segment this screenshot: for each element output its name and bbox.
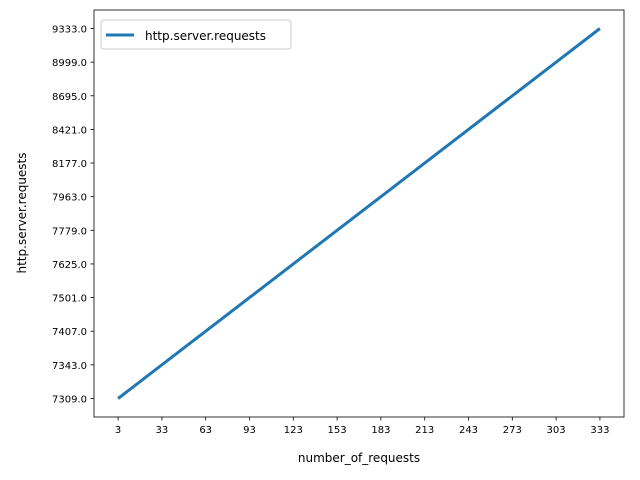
x-tick-label: 183 (371, 425, 390, 436)
y-tick-label: 8421.0 (52, 125, 87, 136)
y-tick-label: 7779.0 (52, 226, 87, 237)
y-axis-ticks: 7309.0 7343.0 7407.0 7501.0 7625.0 7779.0 7963… (52, 25, 94, 406)
x-axis-label: number_of_requests (298, 451, 420, 465)
y-axis-label: http.server.requests (15, 152, 29, 273)
y-tick-label: 7343.0 (52, 361, 87, 372)
x-tick-label: 333 (590, 425, 609, 436)
x-tick-label: 93 (243, 425, 256, 436)
x-axis-ticks: 3 33 63 93 123 153 183 213 243 273 303 333 (115, 417, 609, 436)
x-tick-label: 213 (415, 425, 434, 436)
y-tick-label: 8999.0 (52, 58, 87, 69)
y-tick-label: 7625.0 (52, 260, 87, 271)
legend-box (100, 19, 292, 50)
x-tick-label: 3 (115, 425, 121, 436)
axes-frame (93, 9, 625, 418)
plot-area (117, 27, 601, 400)
y-tick-label: 8177.0 (52, 159, 87, 170)
y-tick-label: 8695.0 (52, 92, 87, 103)
y-tick-label: 7501.0 (52, 294, 87, 305)
x-tick-label: 243 (459, 425, 478, 436)
legend: http.server.requests (100, 19, 292, 50)
x-tick-label: 273 (503, 425, 522, 436)
y-tick-label: 7309.0 (52, 395, 87, 406)
y-tick-label: 7407.0 (52, 327, 87, 338)
legend-label: http.server.requests (145, 29, 266, 43)
x-tick-label: 33 (156, 425, 169, 436)
y-tick-label: 7963.0 (52, 193, 87, 204)
x-tick-label: 63 (199, 425, 212, 436)
x-tick-label: 153 (328, 425, 347, 436)
series-line (117, 27, 601, 400)
y-tick-label: 9333.0 (52, 25, 87, 36)
x-tick-label: 303 (547, 425, 566, 436)
x-tick-label: 123 (284, 425, 303, 436)
